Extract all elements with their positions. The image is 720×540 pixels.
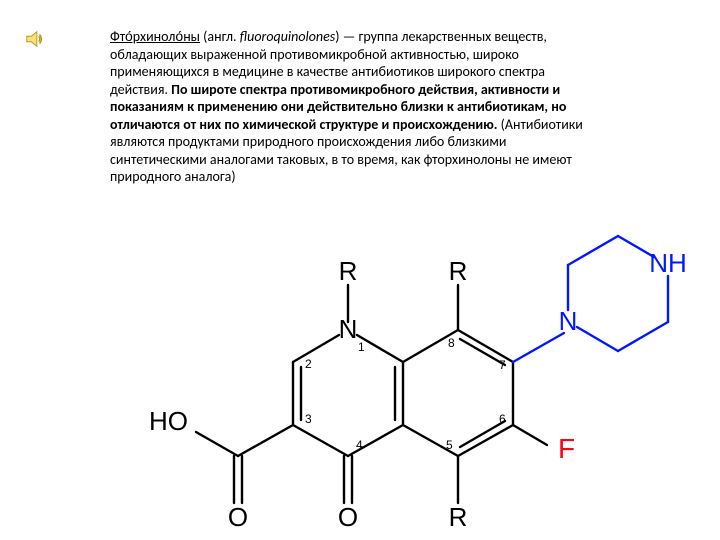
speaker-icon bbox=[24, 28, 46, 50]
title-word: Фто́рхиноло́ны bbox=[110, 28, 200, 45]
label-O-mid: O bbox=[338, 502, 358, 532]
lang-term: fluoroquinolones bbox=[240, 28, 336, 45]
label-NH-pip: NH bbox=[649, 248, 687, 278]
paragraph: Фто́рхиноло́ны (англ. fluoroquinolones) … bbox=[110, 28, 586, 186]
ring-num-7: 7 bbox=[499, 358, 506, 372]
label-R-bottom: R bbox=[449, 502, 468, 532]
label-HO: HO bbox=[149, 406, 188, 436]
ring-num-1: 1 bbox=[358, 340, 365, 354]
label-R-top-left: R bbox=[339, 256, 358, 286]
label-F: F bbox=[558, 433, 575, 464]
ring-num-4: 4 bbox=[356, 438, 363, 452]
label-N-pip-lower: N bbox=[559, 306, 578, 336]
label-O-left: O bbox=[228, 502, 248, 532]
molecule-diagram: N R R R O O HO F N NH bbox=[130, 190, 690, 540]
lang-open: (англ. bbox=[200, 28, 240, 45]
ring-num-2: 2 bbox=[305, 357, 312, 371]
page: Фто́рхиноло́ны (англ. fluoroquinolones) … bbox=[0, 0, 720, 540]
ring-num-6: 6 bbox=[499, 412, 506, 426]
label-R-top-right: R bbox=[449, 256, 468, 286]
ring-num-5: 5 bbox=[446, 438, 453, 452]
ring-num-3: 3 bbox=[305, 412, 312, 426]
lang-close: ) — группа bbox=[335, 28, 401, 45]
ring-num-8: 8 bbox=[448, 336, 455, 350]
label-N-ring: N bbox=[339, 314, 358, 344]
